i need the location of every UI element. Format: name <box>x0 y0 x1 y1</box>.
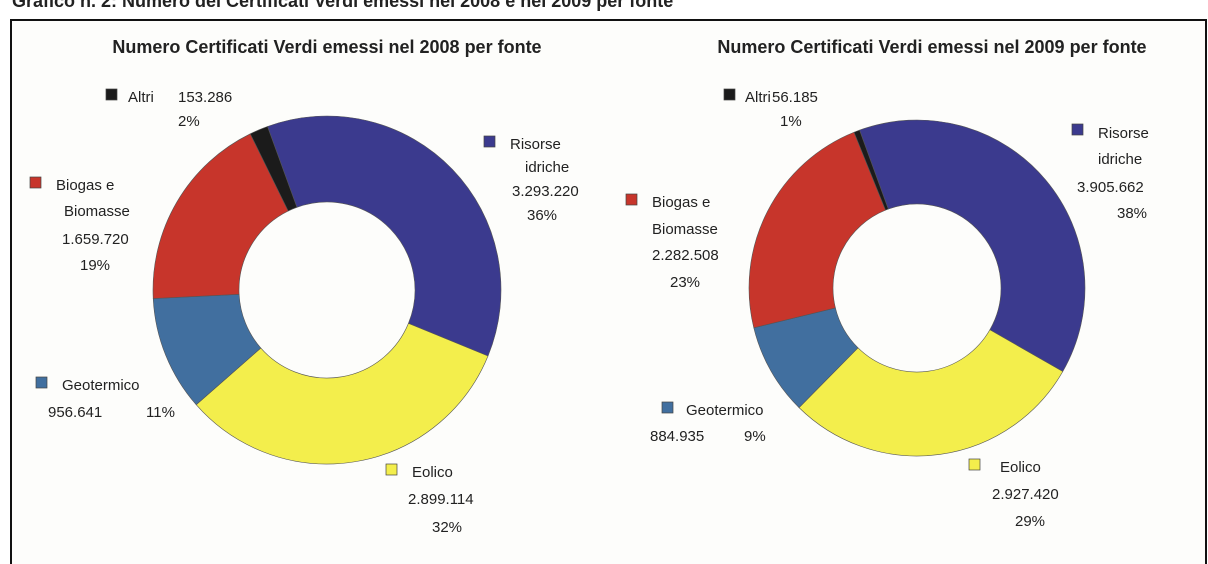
slice-value: 2.899.114 <box>408 491 474 508</box>
donut-slice <box>267 115 502 357</box>
slice-value: 1.659.720 <box>62 231 129 248</box>
donut-slice <box>748 131 886 329</box>
slice-name: Biogas e Biomasse <box>652 194 718 238</box>
slice-percent: 36% <box>527 207 557 224</box>
slice-name: Risorse idriche <box>510 136 569 176</box>
chart-title: Numero Certificati Verdi emessi nel 2008… <box>112 37 541 57</box>
slice-percent: 29% <box>1015 513 1045 530</box>
slice-percent: 23% <box>670 274 700 291</box>
slice-name: Biogas e Biomasse <box>56 177 130 220</box>
donut-slice <box>853 129 889 211</box>
slice-name: Geotermico <box>686 402 764 419</box>
slice-value: 153.286 <box>178 89 232 106</box>
legend-swatch <box>1071 123 1084 136</box>
slice-name: Eolico <box>412 464 453 481</box>
slice-value: 884.935 <box>650 428 704 445</box>
legend-swatch <box>661 401 674 414</box>
legend-swatch <box>968 458 981 471</box>
slice-percent: 9% <box>744 428 766 445</box>
legend-swatch <box>35 376 48 389</box>
chart-title: Numero Certificati Verdi emessi nel 2009… <box>717 37 1146 57</box>
slice-name: Eolico <box>1000 459 1041 476</box>
donut-slice <box>249 126 298 212</box>
slice-value: 3.905.662 <box>1077 179 1144 196</box>
slice-value: 2.282.508 <box>652 247 719 264</box>
slice-value: 3.293.220 <box>512 183 579 200</box>
slice-name: Geotermico <box>62 377 140 394</box>
donut-slice <box>859 119 1086 372</box>
donut-slice <box>798 329 1064 457</box>
slice-value: 2.927.420 <box>992 486 1059 503</box>
slice-percent: 2% <box>178 113 200 130</box>
legend-swatch <box>29 176 42 189</box>
slice-value: 56.185 <box>772 89 818 106</box>
slice-name: Altri <box>128 89 154 106</box>
legend-swatch <box>723 88 736 101</box>
slice-percent: 11% <box>146 404 175 421</box>
legend-swatch <box>105 88 118 101</box>
legend-swatch <box>385 463 398 476</box>
slice-percent: 38% <box>1117 205 1147 222</box>
slice-value: 956.641 <box>48 404 102 421</box>
legend-swatch <box>625 193 638 206</box>
slice-percent: 32% <box>432 519 462 536</box>
donut-slice <box>152 133 289 299</box>
page-title: Grafico n. 2: Numero dei Certificati Ver… <box>12 0 673 11</box>
slice-percent: 1% <box>780 113 802 130</box>
slice-percent: 19% <box>80 257 110 274</box>
slice-name: Altri <box>745 89 771 106</box>
slice-name: Risorse idriche <box>1098 125 1153 168</box>
donut-slice <box>195 322 489 465</box>
legend-swatch <box>483 135 496 148</box>
